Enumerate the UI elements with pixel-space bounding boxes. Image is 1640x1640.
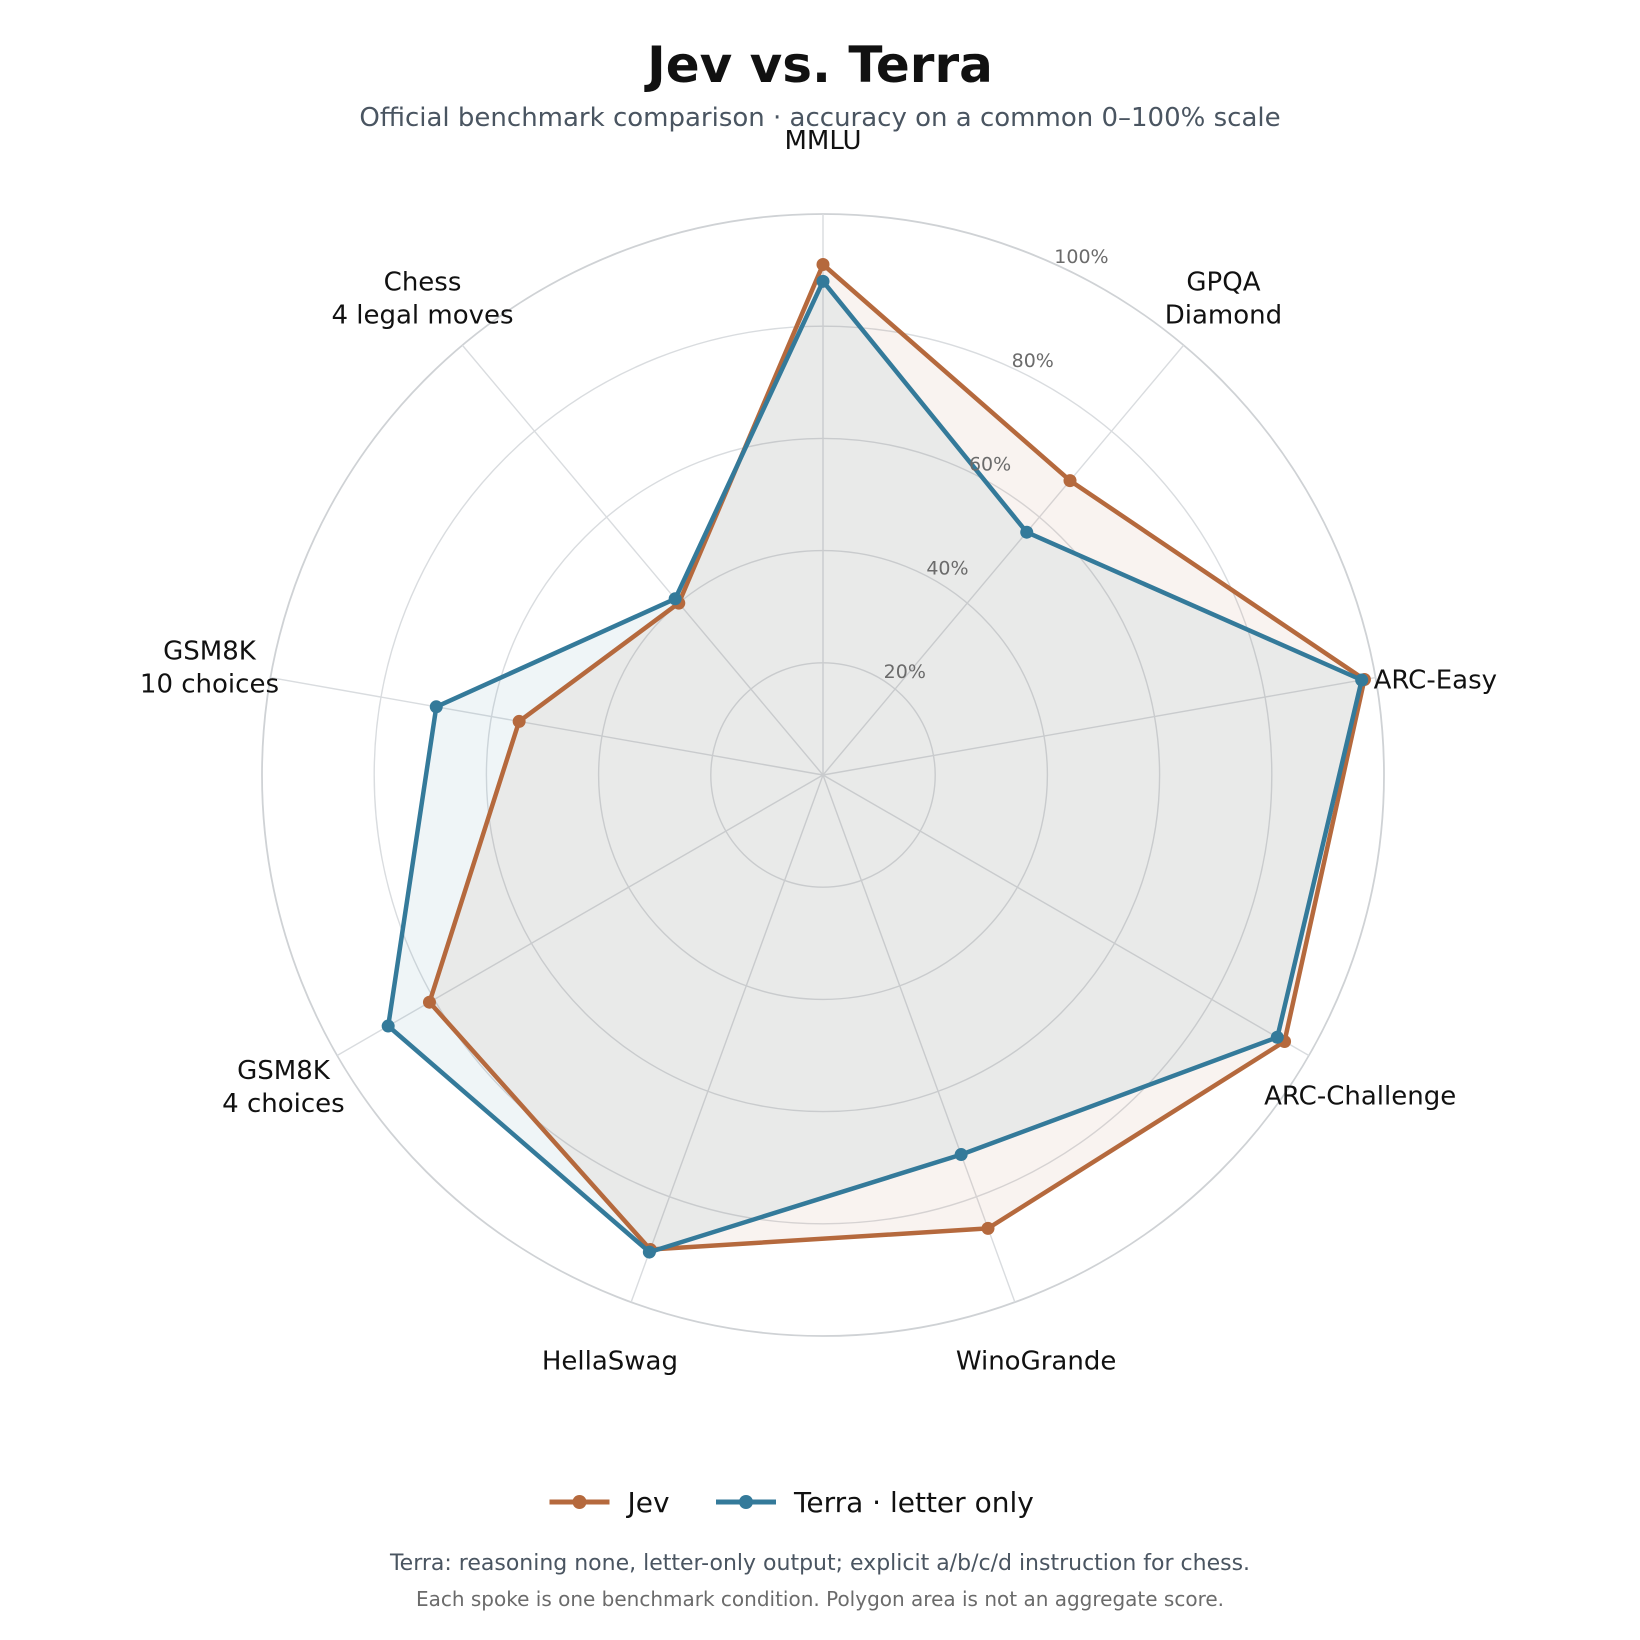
data-point <box>1020 525 1034 539</box>
legend-swatch-marker <box>572 1495 587 1509</box>
data-point <box>512 714 526 728</box>
data-point <box>1270 1030 1284 1044</box>
radar-series <box>381 257 1371 1259</box>
legend-swatch-marker <box>739 1495 753 1509</box>
grid-spoke <box>461 344 824 776</box>
grid-spoke <box>822 676 1376 776</box>
radar-grid <box>261 213 1385 1337</box>
axis-label: MMLU <box>784 126 861 156</box>
axis-label: HellaSwag <box>542 1346 678 1376</box>
grid-spoke <box>270 676 824 776</box>
chart-subtitle: Official benchmark comparison · accuracy… <box>359 103 1280 133</box>
axis-label: GSM8K 4 choices <box>222 1056 345 1119</box>
data-point <box>1355 673 1369 687</box>
data-point <box>816 257 830 271</box>
axis-label: ARC-Easy <box>1374 665 1497 695</box>
axis-label: GPQA Diamond <box>1165 267 1282 330</box>
axis-labels: MMLU GPQA Diamond ARC-Easy ARC-Challenge Wino… <box>140 126 1497 1376</box>
series-area-terra-letter-only <box>388 281 1362 1253</box>
legend-entry-jev: Jev <box>549 1486 670 1519</box>
data-point <box>642 1245 656 1259</box>
series-fills <box>388 264 1365 1253</box>
axis-label: GSM8K 10 choices <box>140 636 279 699</box>
radial-tick-label: 100% <box>1054 246 1108 268</box>
data-point <box>422 995 436 1009</box>
axis-label: WinoGrande <box>956 1346 1117 1376</box>
grid-spoke <box>822 774 1310 1057</box>
radial-tick-label: 80% <box>1012 350 1054 372</box>
data-point <box>381 1019 395 1033</box>
grid-spoke <box>336 774 824 1057</box>
radial-tick-labels: 20% 40% 60% 80% 100% <box>884 246 1109 683</box>
data-point <box>668 592 682 606</box>
radial-tick-label: 20% <box>884 661 926 683</box>
data-point <box>954 1148 968 1162</box>
series-line-terra-letter-only <box>385 279 1364 1255</box>
series-area-jev <box>429 264 1365 1250</box>
footnote-caveat: Each spoke is one benchmark condition. P… <box>416 1587 1224 1611</box>
radial-tick-label: 60% <box>969 454 1011 476</box>
series-terra-letter-only <box>381 274 1369 1259</box>
legend-label: Jev <box>626 1486 670 1519</box>
legend-entry-terra-letter-only: Terra · letter only <box>716 1486 1034 1519</box>
grid-spoke <box>630 774 824 1303</box>
series-line-jev <box>427 262 1367 1252</box>
series-lines <box>381 257 1371 1259</box>
axis-label: ARC-Challenge <box>1264 1082 1456 1112</box>
data-point <box>429 700 443 714</box>
grid-spoke <box>822 344 1185 776</box>
legend-label: Terra · letter only <box>793 1486 1034 1519</box>
data-point <box>981 1221 995 1235</box>
chart-title: Jev vs. Terra <box>644 36 993 94</box>
footnote-settings: Terra: reasoning none, letter-only outpu… <box>389 1551 1250 1576</box>
data-point <box>816 274 830 288</box>
radial-tick-label: 40% <box>926 557 968 579</box>
grid-spoke <box>822 774 1016 1303</box>
data-point <box>1063 474 1077 488</box>
axis-label: Chess 4 legal moves <box>331 267 513 330</box>
legend: Jev Terra · letter only <box>549 1486 1034 1519</box>
